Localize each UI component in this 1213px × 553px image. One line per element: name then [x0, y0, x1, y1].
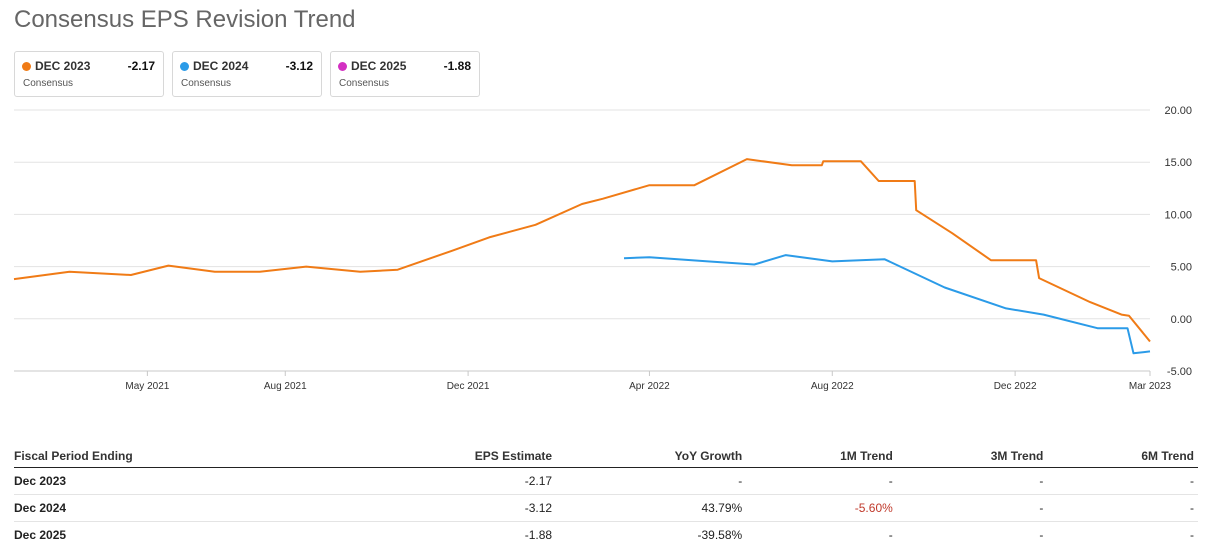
- col-header: EPS Estimate: [339, 444, 557, 468]
- table-header-row: Fiscal Period Ending EPS Estimate YoY Gr…: [14, 444, 1198, 468]
- table-cell: -2.17: [339, 467, 557, 495]
- col-header: 3M Trend: [896, 444, 1048, 468]
- col-header: YoY Growth: [556, 444, 747, 468]
- legend-sub: Consensus: [23, 78, 74, 89]
- legend-name: DEC 2025: [351, 59, 407, 73]
- table-cell: -: [896, 467, 1048, 495]
- x-tick-label: Mar 2023: [1129, 381, 1172, 392]
- table-row: Dec 2024 -3.12 43.79% -5.60% - -: [14, 494, 1198, 522]
- table-cell: -39.58%: [697, 528, 743, 542]
- table-cell: -: [1047, 467, 1198, 495]
- col-header: 6M Trend: [1047, 444, 1198, 468]
- legend-value: -2.17: [127, 59, 155, 73]
- x-tick-label: Aug 2022: [811, 381, 854, 392]
- x-tick-label: Aug 2021: [264, 381, 307, 392]
- table-cell: -: [1190, 528, 1194, 542]
- legend-name: DEC 2024: [193, 59, 249, 73]
- dec-2023-dot-icon: [22, 62, 31, 71]
- page-title: Consensus EPS Revision Trend: [14, 6, 356, 33]
- table-cell: 43.79%: [556, 494, 747, 522]
- table-cell: -: [1047, 494, 1198, 522]
- table-cell: -1.88: [524, 528, 553, 542]
- table-cell: -: [746, 467, 897, 495]
- table-cell: -: [1039, 528, 1044, 542]
- y-tick-label: 20.00: [1164, 105, 1192, 117]
- legend-card-dec-2025[interactable]: DEC 2025 -1.88 Consensus: [330, 51, 480, 97]
- table-row: Dec 2023 -2.17 - - - -: [14, 467, 1198, 495]
- table-cell: Dec 2025: [14, 528, 67, 542]
- eps-line-chart: 20.00 15.00 10.00 5.00 0.00 -5.00 May 2021 Aug …: [13, 105, 1192, 392]
- table-cell: Dec 2024: [14, 494, 340, 522]
- x-tick-label: May 2021: [125, 381, 169, 392]
- x-tick-label: Apr 2022: [629, 381, 670, 392]
- legend-value: -1.88: [443, 59, 471, 73]
- y-tick-label: 15.00: [1164, 157, 1192, 169]
- dec-2025-dot-icon: [338, 62, 347, 71]
- x-tick-label: Dec 2021: [447, 381, 490, 392]
- y-tick-label: 10.00: [1164, 209, 1192, 221]
- table-cell: -3.12: [339, 494, 557, 522]
- y-tick-label: -5.00: [1167, 366, 1192, 378]
- series-line-dec-2023: [13, 158, 1151, 343]
- y-tick-label: 5.00: [1171, 262, 1192, 274]
- col-header: 1M Trend: [746, 444, 897, 468]
- legend-sub: Consensus: [181, 78, 232, 89]
- legend-sub: Consensus: [339, 78, 390, 89]
- table-cell: -5.60%: [746, 494, 897, 522]
- table-cell: -: [556, 467, 747, 495]
- dec-2024-dot-icon: [180, 62, 189, 71]
- x-tick-label: Dec 2022: [994, 381, 1037, 392]
- y-tick-label: 0.00: [1171, 314, 1192, 326]
- table-cell: -: [888, 528, 893, 542]
- col-header: Fiscal Period Ending: [14, 444, 340, 468]
- legend-card-dec-2023[interactable]: DEC 2023 -2.17 Consensus: [14, 51, 164, 97]
- table-cell: -: [896, 494, 1048, 522]
- legend-card-dec-2024[interactable]: DEC 2024 -3.12 Consensus: [172, 51, 322, 97]
- legend-name: DEC 2023: [35, 59, 91, 73]
- table-cell: Dec 2023: [14, 467, 340, 495]
- legend-value: -3.12: [285, 59, 313, 73]
- series-line-dec-2024: [623, 254, 1151, 355]
- table-row: Dec 2025 -1.88 -39.58% - - -: [14, 522, 1198, 549]
- eps-table: Fiscal Period Ending EPS Estimate YoY Gr…: [14, 444, 1198, 548]
